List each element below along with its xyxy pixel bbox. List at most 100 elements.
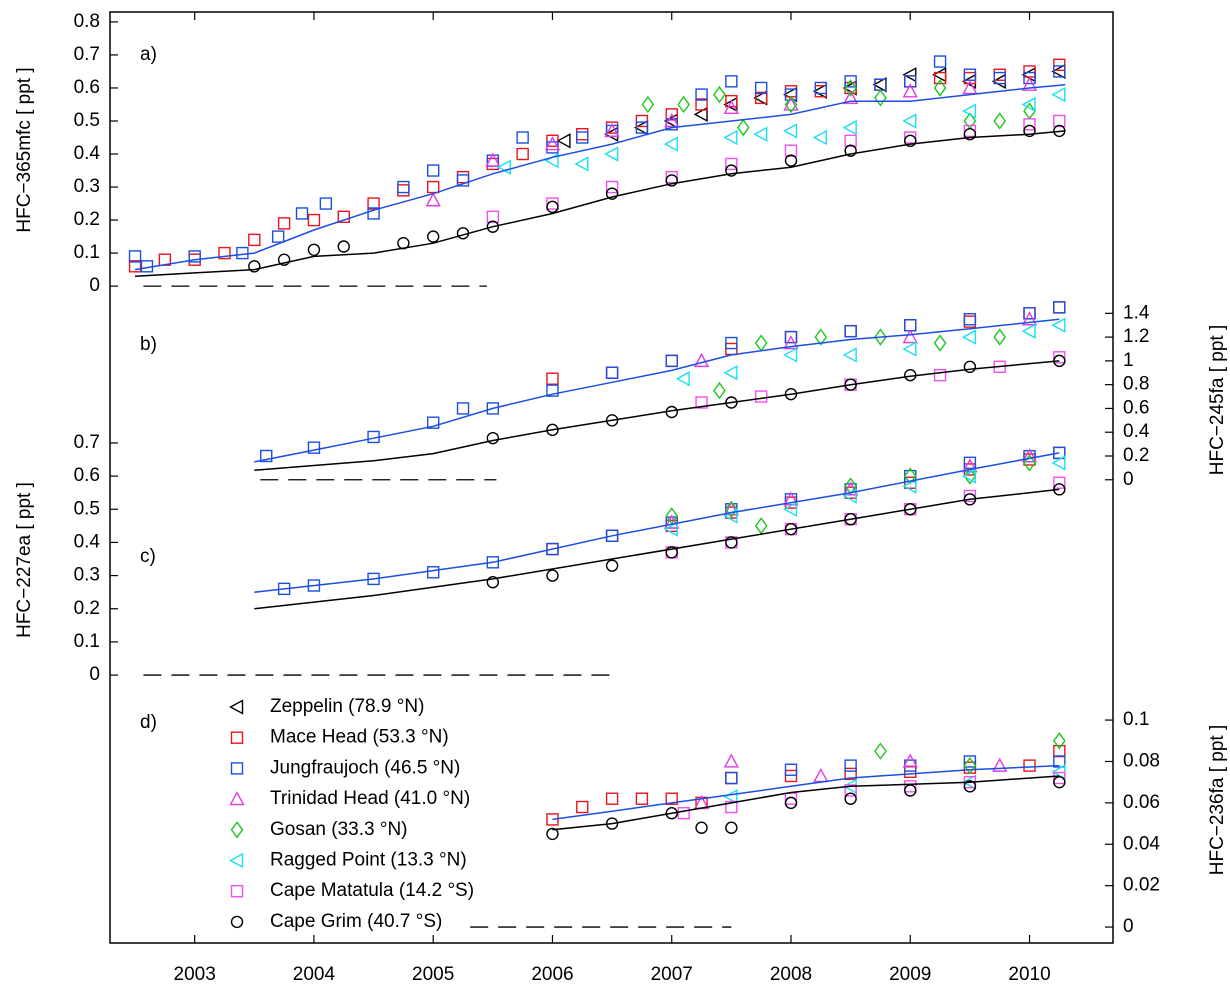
marker	[961, 329, 977, 345]
marker	[516, 147, 529, 161]
marker	[874, 328, 887, 346]
marker	[1053, 775, 1066, 789]
y-tick-label: 0	[89, 275, 100, 296]
marker	[486, 402, 500, 415]
marker	[784, 95, 798, 114]
y-tick-label: 0	[89, 664, 100, 685]
y-tick-label: 0.8	[74, 11, 100, 32]
marker	[783, 123, 798, 139]
marker	[546, 384, 559, 397]
marker	[230, 821, 244, 839]
marker	[485, 152, 501, 167]
y-tick-label: 0.6	[74, 77, 100, 98]
marker	[963, 112, 977, 130]
marker	[230, 731, 244, 744]
marker	[725, 771, 738, 785]
marker	[844, 324, 857, 338]
panel-label: d)	[140, 712, 157, 733]
marker	[844, 144, 857, 157]
y-tick-label: 0.4	[74, 531, 101, 552]
marker	[903, 467, 917, 485]
marker	[961, 468, 977, 484]
marker	[546, 569, 559, 582]
marker	[1051, 63, 1066, 80]
marker	[783, 347, 798, 363]
marker	[963, 124, 977, 138]
y-tick-label: 1	[1123, 350, 1134, 371]
legend-label: Mace Head (53.3 °N)	[270, 727, 449, 748]
marker	[844, 784, 857, 797]
marker	[933, 71, 947, 85]
marker	[576, 800, 589, 814]
marker	[427, 230, 440, 243]
marker	[991, 73, 1006, 90]
marker	[516, 131, 529, 144]
marker	[605, 792, 619, 805]
y-tick-label: 0.1	[74, 242, 100, 263]
marker	[725, 800, 738, 814]
marker	[664, 113, 680, 128]
marker	[904, 319, 917, 332]
x-tick-label: 2009	[889, 964, 931, 985]
marker	[723, 129, 738, 146]
marker	[844, 477, 857, 495]
marker	[904, 131, 917, 144]
marker	[1053, 114, 1066, 128]
marker	[963, 489, 977, 503]
marker	[546, 134, 559, 148]
marker	[271, 230, 285, 243]
marker	[1053, 351, 1066, 364]
legend-label: Gosan (33.3 °N)	[270, 819, 408, 840]
marker	[963, 467, 977, 485]
marker	[546, 813, 559, 826]
marker	[230, 885, 244, 898]
marker	[992, 757, 1008, 772]
marker	[1051, 86, 1066, 103]
marker	[1053, 65, 1066, 78]
panel-label: a)	[140, 44, 157, 65]
marker	[902, 329, 918, 344]
y-tick-label: 0.8	[1123, 374, 1149, 395]
y-tick-label: 0.08	[1123, 750, 1160, 771]
marker	[813, 767, 829, 783]
marker	[229, 852, 244, 869]
marker	[397, 184, 410, 197]
y-tick-label: 0.7	[74, 44, 100, 65]
marker	[933, 334, 947, 352]
marker	[427, 180, 440, 194]
marker	[963, 756, 977, 775]
marker	[963, 315, 977, 328]
marker	[783, 96, 799, 111]
marker	[783, 491, 799, 506]
model-line	[254, 488, 1060, 610]
legend-label: Zeppelin (78.9 °N)	[270, 696, 424, 717]
marker	[783, 335, 799, 350]
marker	[486, 431, 500, 445]
marker	[904, 319, 917, 332]
marker	[844, 324, 857, 338]
marker	[307, 243, 321, 256]
marker	[725, 94, 738, 108]
y-tick-label: 0.6	[1123, 397, 1149, 418]
marker	[784, 154, 798, 167]
marker	[1053, 771, 1066, 785]
marker	[725, 164, 738, 177]
model-line	[552, 764, 1060, 821]
marker	[904, 503, 917, 516]
legend-label: Cape Grim (40.7 °S)	[270, 911, 442, 932]
marker	[963, 755, 977, 768]
marker	[1053, 301, 1066, 314]
marker	[1053, 446, 1066, 460]
marker	[963, 313, 977, 326]
legend-label: Ragged Point (13.3 °N)	[270, 850, 467, 871]
marker	[725, 336, 738, 350]
model-line	[254, 452, 1060, 593]
marker	[902, 83, 918, 98]
marker	[1023, 71, 1036, 85]
marker	[963, 780, 977, 793]
marker	[427, 416, 440, 429]
marker	[872, 76, 887, 93]
marker	[1021, 76, 1038, 91]
marker	[961, 103, 977, 119]
marker	[230, 915, 244, 929]
